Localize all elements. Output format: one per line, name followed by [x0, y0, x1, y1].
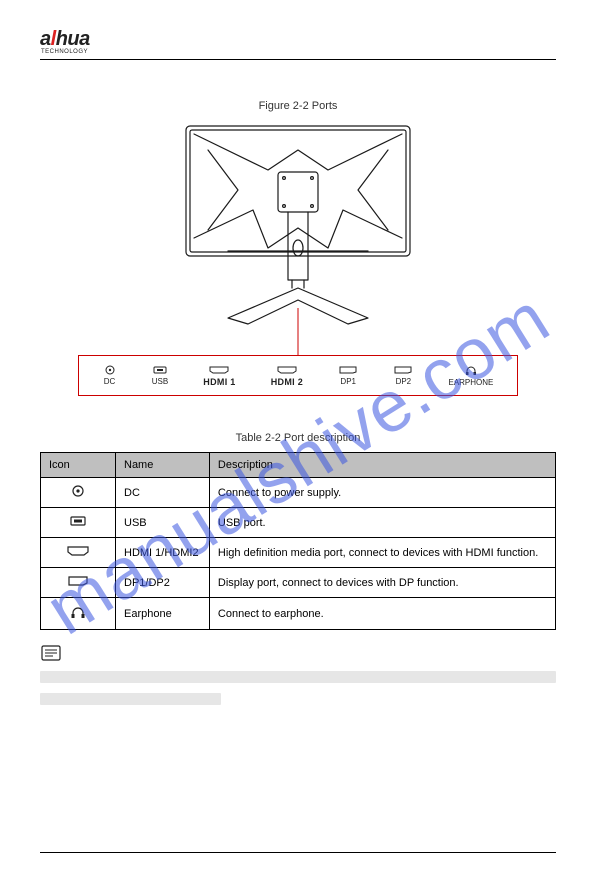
- figure-caption: Figure 2-2 Ports: [40, 100, 556, 112]
- port-label: HDMI 2: [271, 377, 303, 387]
- table-caption: Table 2-2 Port description: [40, 432, 556, 444]
- note-icon: [40, 644, 556, 667]
- port-label: DC: [104, 377, 116, 386]
- table-row: HDMI 1/HDMI2 High definition media port,…: [41, 538, 556, 568]
- table-row: DP1/DP2 Display port, connect to devices…: [41, 568, 556, 598]
- cell-desc: Connect to earphone.: [209, 598, 555, 630]
- usb-icon: [152, 365, 168, 375]
- dp-icon: [338, 365, 358, 375]
- hdmi-icon: [276, 365, 298, 375]
- logo-part: hua: [56, 28, 90, 50]
- cell-icon: [41, 538, 116, 568]
- dp-icon: [66, 574, 90, 588]
- port-callout-bar: DC USB HDMI 1 HDMI 2 DP1 DP2 EARPHONE: [78, 355, 518, 396]
- port-label: HDMI 1: [203, 377, 235, 387]
- earphone-icon: [69, 604, 87, 620]
- callout-connector-line: [298, 308, 299, 356]
- dc-icon: [69, 484, 87, 498]
- header: alhua TECHNOLOGY: [40, 28, 556, 60]
- cell-icon: [41, 478, 116, 508]
- logo-part: a: [40, 28, 51, 50]
- cell-name: Earphone: [116, 598, 210, 630]
- port-hdmi-2: HDMI 2: [271, 365, 303, 387]
- logo-subline: TECHNOLOGY: [41, 49, 90, 55]
- cell-icon: [41, 598, 116, 630]
- port-dp-1: DP1: [338, 365, 358, 386]
- table-row: DC Connect to power supply.: [41, 478, 556, 508]
- note-line: [40, 671, 556, 683]
- table-row: Earphone Connect to earphone.: [41, 598, 556, 630]
- cell-icon: [41, 568, 116, 598]
- cell-desc: Display port, connect to devices with DP…: [209, 568, 555, 598]
- port-label: EARPHONE: [448, 378, 493, 387]
- earphone-icon: [464, 364, 478, 376]
- port-earphone: EARPHONE: [448, 364, 493, 387]
- cell-name: DP1/DP2: [116, 568, 210, 598]
- port-label: DP2: [396, 377, 412, 386]
- hdmi-icon: [65, 544, 91, 558]
- note-line: [40, 693, 221, 705]
- note-block: [40, 671, 556, 705]
- hdmi-icon: [208, 365, 230, 375]
- port-dc: DC: [103, 365, 117, 386]
- cell-icon: [41, 508, 116, 538]
- cell-name: HDMI 1/HDMI2: [116, 538, 210, 568]
- footer-rule: [40, 852, 556, 853]
- brand-logo: alhua TECHNOLOGY: [40, 28, 90, 55]
- port-label: USB: [152, 377, 168, 386]
- port-hdmi-1: HDMI 1: [203, 365, 235, 387]
- cell-name: USB: [116, 508, 210, 538]
- dp-icon: [393, 365, 413, 375]
- col-description: Description: [209, 453, 555, 478]
- cell-name: DC: [116, 478, 210, 508]
- col-icon: Icon: [41, 453, 116, 478]
- port-label: DP1: [340, 377, 356, 386]
- usb-icon: [68, 514, 88, 528]
- port-usb: USB: [152, 365, 168, 386]
- monitor-line-art: [168, 120, 428, 340]
- col-name: Name: [116, 453, 210, 478]
- port-dp-2: DP2: [393, 365, 413, 386]
- table-row: USB USB port.: [41, 508, 556, 538]
- ports-table: Icon Name Description DC Connect to powe…: [40, 452, 556, 630]
- cell-desc: USB port.: [209, 508, 555, 538]
- cell-desc: Connect to power supply.: [209, 478, 555, 508]
- dc-icon: [103, 365, 117, 375]
- cell-desc: High definition media port, connect to d…: [209, 538, 555, 568]
